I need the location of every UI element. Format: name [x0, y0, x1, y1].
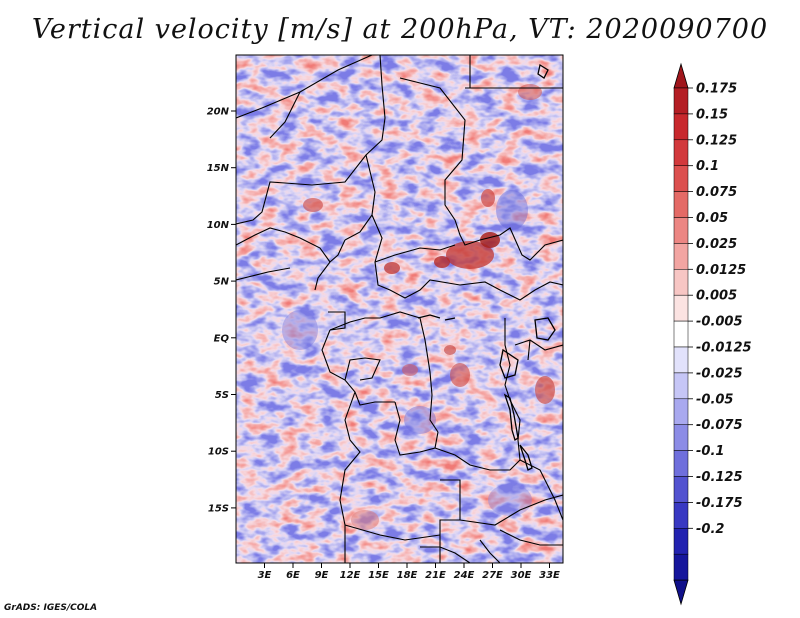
lat-tick-label: 10N [207, 220, 230, 231]
colorbar-swatch [673, 424, 689, 451]
colorbar-swatch [673, 139, 689, 166]
colorbar-label: 0.05 [696, 211, 728, 226]
map-frame [235, 54, 564, 564]
map-plot-area [235, 54, 564, 564]
colorbar-swatch [673, 502, 689, 529]
lon-tick-label: 24E [454, 570, 475, 581]
colorbar-label: 0.005 [696, 289, 737, 304]
lon-tick-label: 6E [286, 570, 300, 581]
colorbar-label: -0.125 [696, 470, 743, 485]
colorbar-swatch [673, 346, 689, 374]
lat-tick-label: 15N [207, 163, 230, 174]
colorbar-swatch [673, 87, 689, 115]
lat-tick-label: 5N [214, 277, 230, 288]
country-borders [236, 55, 563, 563]
lat-tick-label: EQ [214, 333, 230, 344]
colorbar-swatch [673, 553, 689, 581]
colorbar-swatch [673, 165, 689, 192]
colorbar-swatch [673, 217, 689, 244]
colorbar-label: -0.0125 [696, 341, 752, 356]
colorbar-label: 0.1 [696, 159, 719, 174]
lon-tick-label: 33E [539, 570, 560, 581]
colorbar-label: -0.05 [696, 392, 733, 407]
colorbar-swatch [673, 269, 689, 296]
colorbar-label: -0.005 [696, 315, 743, 330]
lat-tick-label: 10S [208, 447, 229, 458]
colorbar-swatch [673, 528, 689, 555]
colorbar-label: -0.2 [696, 522, 724, 537]
colorbar-bottom-arrow [673, 579, 689, 606]
map-title: Vertical velocity [m/s] at 200hPa, VT: 2… [31, 14, 769, 45]
colorbar-swatch [673, 372, 689, 400]
lat-tick-label: 15S [208, 503, 229, 514]
colorbar-label: -0.075 [696, 418, 743, 433]
lat-tick-label: 20N [207, 107, 230, 118]
colorbar-label: 0.075 [696, 185, 737, 200]
longitude-axis: 3E 6E 9E 12E 15E 18E 21E 24E 27E 30E 33E [258, 563, 560, 581]
colorbar-label: 0.025 [696, 237, 737, 252]
colorbar-swatch [673, 450, 689, 477]
strong-updraft-areas [282, 84, 555, 530]
lon-tick-label: 9E [315, 570, 329, 581]
lon-tick-label: 3E [258, 570, 272, 581]
colorbar-swatch [673, 320, 689, 348]
lat-tick-label: 5S [215, 390, 229, 401]
colorbar-label: 0.125 [696, 133, 737, 148]
lakes-and-coast [417, 63, 556, 471]
colorbar-top-arrow [673, 62, 689, 89]
lon-tick-label: 30E [511, 570, 532, 581]
colorbar: 0.175 0.15 0.125 0.1 0.075 0.05 0.025 0.0125 0.0… [673, 62, 752, 606]
colorbar-label: 0.175 [696, 82, 737, 97]
colorbar-swatch [673, 398, 689, 425]
lon-tick-label: 12E [340, 570, 361, 581]
colorbar-label: -0.025 [696, 366, 743, 381]
colorbar-swatch [673, 476, 689, 503]
lon-tick-label: 27E [482, 570, 503, 581]
colorbar-swatch [673, 113, 689, 141]
lon-tick-label: 15E [368, 570, 389, 581]
colorbar-label: 0.15 [696, 107, 728, 122]
grads-credit: GrADS: IGES/COLA [4, 603, 98, 613]
colorbar-label: -0.1 [696, 444, 724, 459]
lon-tick-label: 18E [397, 570, 418, 581]
colorbar-label: 0.0125 [696, 263, 746, 278]
colorbar-swatch [673, 191, 689, 218]
colorbar-label: -0.175 [696, 496, 743, 511]
lon-tick-label: 21E [425, 570, 446, 581]
latitude-axis: 20N 15N 10N 5N EQ 5S 10S 15S [207, 107, 236, 514]
colorbar-swatch [673, 294, 689, 322]
colorbar-swatch [673, 243, 689, 270]
